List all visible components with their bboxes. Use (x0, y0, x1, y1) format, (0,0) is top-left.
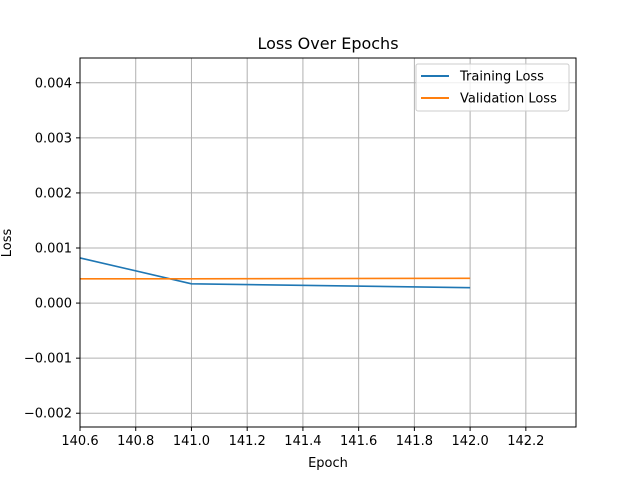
y-tick-label: 0.000 (35, 297, 72, 312)
x-axis-label: Epoch (308, 456, 348, 471)
series-lines (79, 257, 471, 289)
y-tick-label: 0.001 (35, 242, 72, 257)
x-axis-ticks: 140.6 140.8 141.0 141.2 141.4 141.6 141.8 142.0… (61, 427, 544, 449)
y-axis-label: Loss (0, 229, 15, 258)
x-tick-label: 140.8 (117, 434, 154, 449)
y-tick-label: −0.002 (24, 407, 72, 422)
x-tick-label: 141.4 (284, 434, 321, 449)
legend-label-validation-loss: Validation Loss (460, 92, 557, 107)
series-line-validation-loss (80, 277, 471, 280)
grid-lines (79, 58, 576, 427)
y-tick-label: −0.001 (24, 352, 72, 367)
y-tick-label: 0.002 (35, 186, 72, 201)
y-tick-label: 0.004 (35, 76, 72, 91)
y-tick-label: 0.003 (35, 131, 72, 146)
x-tick-label: 141.6 (340, 434, 377, 449)
chart-title: Loss Over Epochs (257, 34, 398, 53)
x-tick-label: 142.2 (507, 434, 544, 449)
plot-frame (79, 57, 577, 428)
x-tick-label: 141.2 (229, 434, 266, 449)
x-tick-label: 141.0 (173, 434, 210, 449)
x-tick-label: 141.8 (396, 434, 433, 449)
legend-label-training-loss: Training Loss (459, 70, 544, 85)
legend: Training Loss Validation Loss (415, 63, 570, 112)
series-line-training-loss (79, 257, 471, 289)
legend-box (415, 63, 570, 112)
x-tick-label: 140.6 (61, 434, 98, 449)
x-tick-label: 142.0 (452, 434, 489, 449)
y-axis-ticks: −0.002 −0.001 0.000 0.001 0.002 0.003 0.004 (24, 76, 80, 422)
